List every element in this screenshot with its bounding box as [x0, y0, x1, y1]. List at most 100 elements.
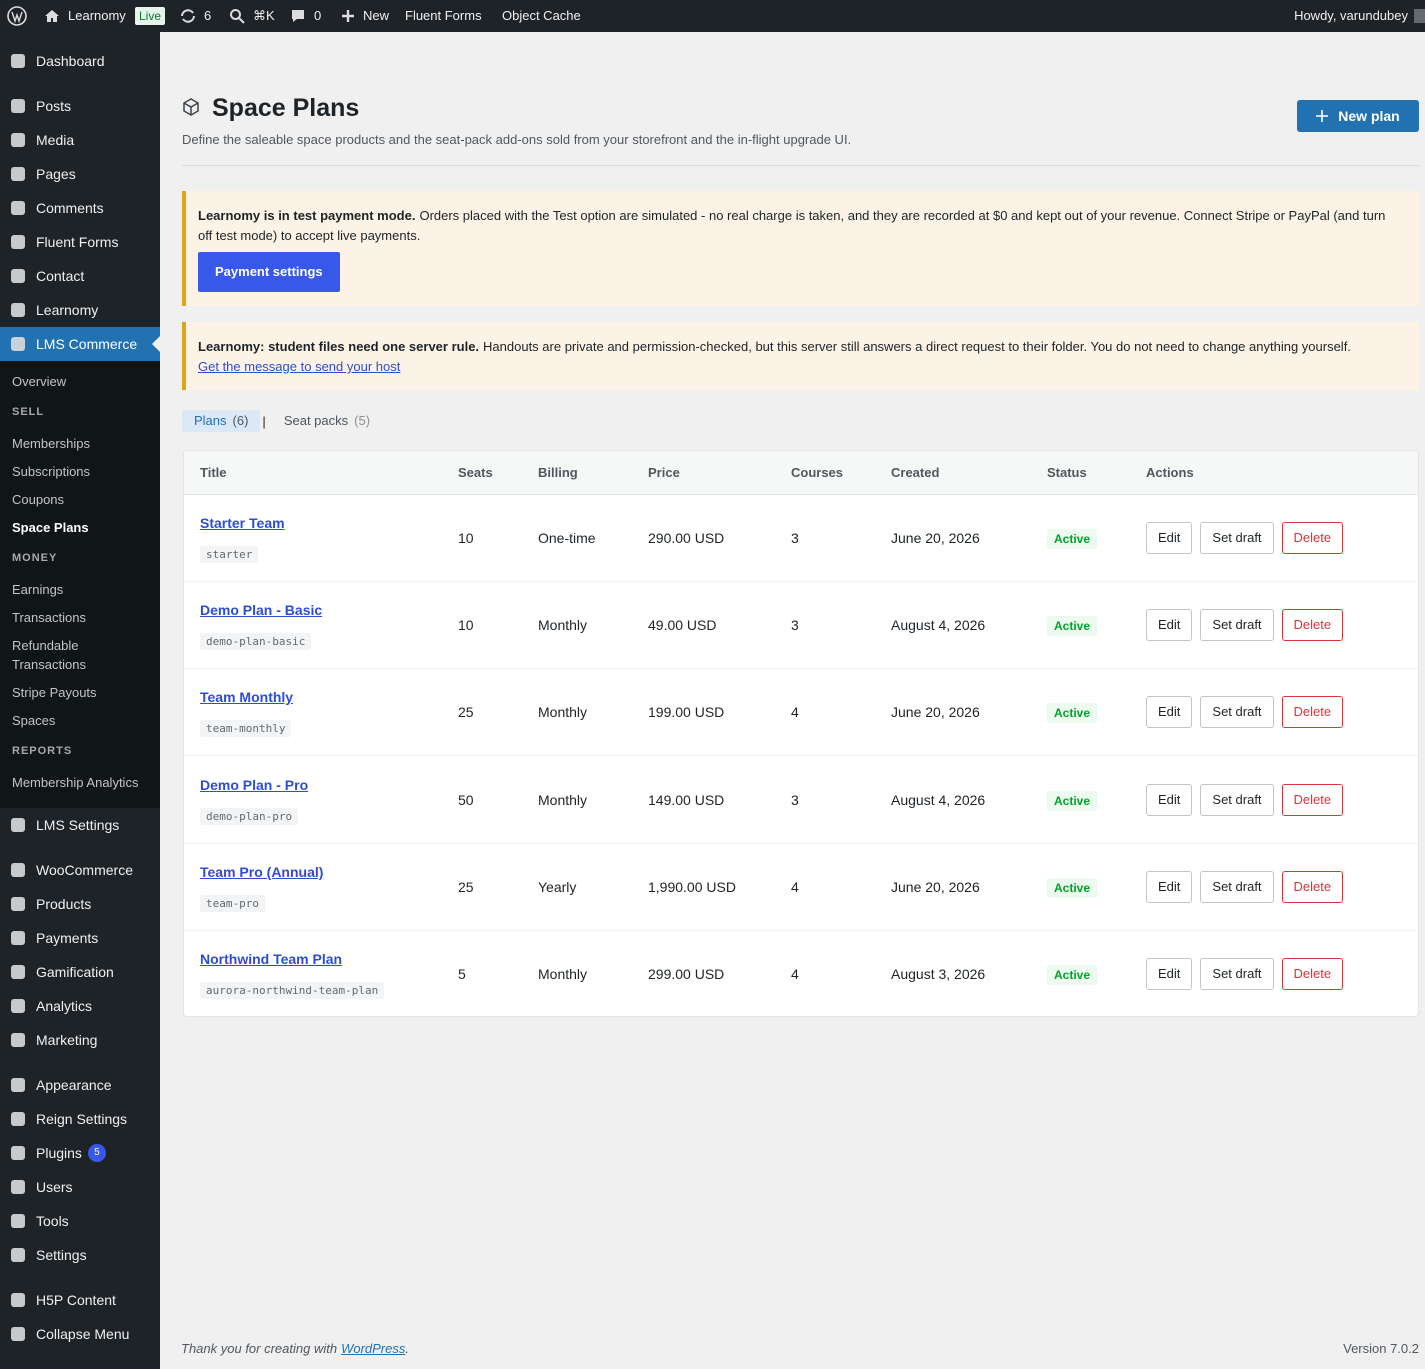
column-header: Title — [184, 451, 442, 495]
action-button[interactable]: Edit — [1146, 608, 1193, 641]
plan-title-link[interactable]: Demo Plan - Basic — [200, 601, 323, 618]
action-button[interactable]: Delete — [1281, 696, 1344, 729]
table-row: Demo Plan - Pro demo-plan-pro 50 Monthly 149… — [184, 755, 1418, 844]
menu-label: Appearance — [36, 1077, 112, 1093]
site-name[interactable]: Learnomy — [68, 8, 126, 23]
action-button[interactable]: Edit — [1146, 870, 1193, 903]
menu-item[interactable]: Collapse Menu — [0, 1317, 160, 1351]
submenu-item[interactable]: Overview — [12, 373, 67, 389]
menu-item[interactable]: Gamification — [0, 955, 160, 989]
submenu-item[interactable]: Subscriptions — [12, 463, 91, 479]
status-badge: Active — [1047, 790, 1098, 811]
tab[interactable]: Plans (6) — [182, 410, 261, 432]
cell-courses: 4 — [775, 843, 875, 931]
bar-link[interactable]: Fluent Forms — [405, 8, 482, 23]
notice-link[interactable]: Get the message to send your host — [198, 359, 401, 374]
submenu-item[interactable]: Stripe Payouts — [12, 684, 97, 700]
menu-item[interactable]: Pages — [0, 157, 160, 191]
submenu-item[interactable]: Earnings — [12, 581, 64, 597]
column-header: Actions — [1130, 451, 1418, 495]
search-shortcut[interactable]: ⌘K — [253, 8, 275, 23]
cell-title: Starter Team starter — [184, 494, 442, 582]
wp-logo[interactable] — [7, 6, 27, 26]
menu-item[interactable]: Contact — [0, 259, 160, 293]
menu-item[interactable]: H5P Content — [0, 1283, 160, 1317]
comments-count[interactable]: 0 — [314, 8, 322, 23]
button-label: New plan — [1338, 108, 1400, 124]
cell-seats: 25 — [442, 668, 522, 757]
footer-link[interactable]: WordPress — [341, 1341, 406, 1356]
action-button[interactable]: Set draft — [1200, 696, 1274, 729]
action-button[interactable]: Set draft — [1200, 870, 1274, 903]
menu-item[interactable]: Dashboard — [0, 44, 160, 78]
admin-bar: Learnomy Live 6 ⌘K 0 New Fluent Forms Ob… — [0, 0, 1425, 32]
action-button[interactable]: Edit — [1146, 696, 1193, 729]
action-button[interactable]: Edit — [1146, 521, 1193, 554]
action-button[interactable]: Set draft — [1200, 521, 1274, 554]
menu-item[interactable]: Settings — [0, 1238, 160, 1272]
footer-text: Thank you for creating with WordPress. — [181, 1341, 409, 1356]
plan-title-link[interactable]: Northwind Team Plan — [200, 951, 343, 968]
greeting[interactable]: Howdy, varundubey — [1294, 8, 1408, 23]
menu-item[interactable]: LMS Commerce — [0, 327, 160, 361]
action-button[interactable]: Delete — [1281, 608, 1344, 641]
tab[interactable]: Seat packs (5) — [272, 410, 382, 432]
updates-count[interactable]: 6 — [204, 8, 212, 23]
cell-created: June 20, 2026 — [875, 494, 1031, 582]
plan-title-link[interactable]: Demo Plan - Pro — [200, 776, 309, 793]
plan-title-link[interactable]: Team Monthly — [200, 689, 294, 706]
submenu-item[interactable]: Membership Analytics — [12, 774, 139, 790]
menu-item[interactable]: Plugins 5 — [0, 1136, 160, 1170]
menu-label: Dashboard — [36, 53, 105, 69]
action-button[interactable]: Delete — [1281, 870, 1344, 903]
menu-item[interactable]: Products — [0, 887, 160, 921]
action-button[interactable]: Delete — [1281, 521, 1344, 554]
cell-billing: Monthly — [522, 581, 632, 670]
menu-item[interactable]: Appearance — [0, 1068, 160, 1102]
menu-item[interactable]: Learnomy — [0, 293, 160, 327]
new-plan-button[interactable]: New plan — [1297, 100, 1419, 132]
action-button[interactable]: Edit — [1146, 783, 1193, 816]
tab-label: Seat packs — [283, 413, 349, 428]
menu-item[interactable]: Payments — [0, 921, 160, 955]
submenu-item[interactable]: Spaces — [12, 712, 56, 728]
menu-item[interactable]: LMS Settings — [0, 808, 160, 842]
cell-created: August 3, 2026 — [891, 966, 986, 983]
menu-label: Users — [36, 1179, 73, 1195]
payment-settings-button[interactable]: Payment settings — [198, 252, 340, 292]
action-button[interactable]: Delete — [1281, 783, 1344, 816]
cell-created: August 4, 2026 — [875, 581, 1031, 670]
menu-icon — [0, 1325, 36, 1343]
cell-actions: Edit Set draft Delete — [1130, 930, 1418, 1016]
menu-item[interactable]: Comments — [0, 191, 160, 225]
plan-title-link[interactable]: Team Pro (Annual) — [200, 863, 324, 880]
menu-icon — [0, 1212, 36, 1230]
submenu-item[interactable]: Refundable Transactions — [12, 637, 86, 672]
menu-item[interactable]: Media — [0, 123, 160, 157]
submenu-item[interactable]: Transactions — [12, 609, 86, 625]
menu-item[interactable]: Marketing — [0, 1023, 160, 1057]
menu-item[interactable]: Posts — [0, 89, 160, 123]
menu-item[interactable]: WooCommerce — [0, 853, 160, 887]
column-header: Status — [1031, 451, 1130, 495]
menu-item[interactable]: Tools — [0, 1204, 160, 1238]
menu-label: Products — [36, 896, 92, 912]
new-menu[interactable]: New — [363, 8, 390, 23]
action-button[interactable]: Edit — [1146, 958, 1193, 991]
action-button[interactable]: Set draft — [1200, 608, 1274, 641]
submenu-item[interactable]: Space Plans — [12, 519, 89, 535]
bar-link[interactable]: Object Cache — [502, 8, 581, 23]
action-button[interactable]: Set draft — [1200, 783, 1274, 816]
cell-actions: Edit Set draft Delete — [1130, 843, 1418, 931]
submenu-item[interactable]: Memberships — [12, 435, 91, 451]
submenu-item[interactable]: Coupons — [12, 491, 65, 507]
plan-title-link[interactable]: Starter Team — [200, 514, 285, 531]
action-button[interactable]: Set draft — [1200, 958, 1274, 991]
menu-item[interactable]: Analytics — [0, 989, 160, 1023]
action-button[interactable]: Delete — [1281, 958, 1344, 991]
menu-item[interactable]: Reign Settings — [0, 1102, 160, 1136]
title-icon — [183, 98, 199, 116]
menu-icon — [0, 335, 36, 353]
menu-item[interactable]: Fluent Forms — [0, 225, 160, 259]
menu-item[interactable]: Users — [0, 1170, 160, 1204]
